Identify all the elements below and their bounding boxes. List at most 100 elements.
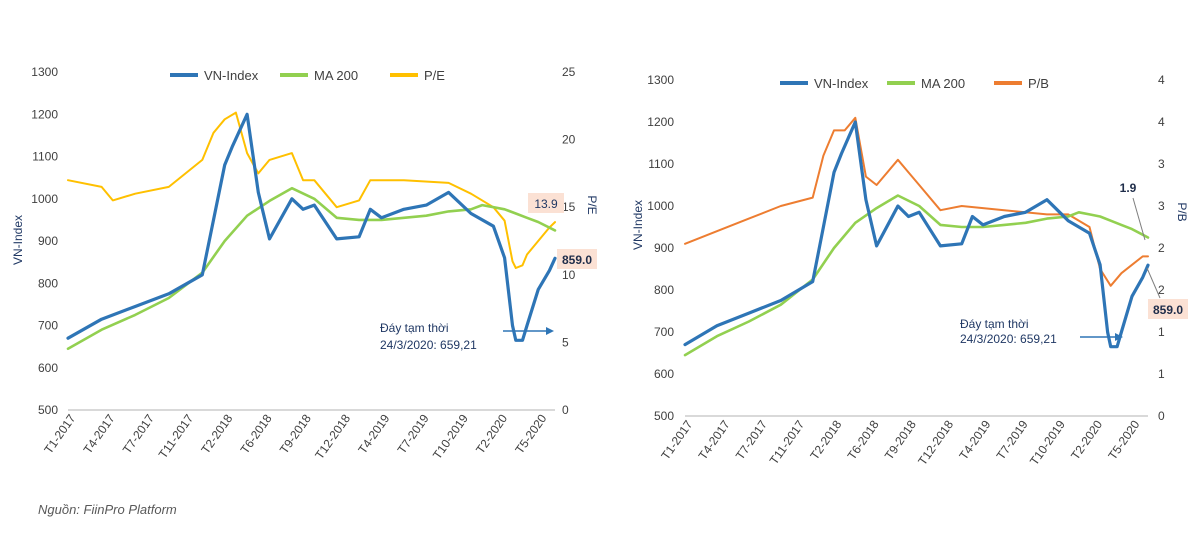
- y-tick-label: 1300: [647, 73, 674, 87]
- x-tick-label: T7-2019: [994, 417, 1031, 462]
- y-tick-label: 1300: [31, 65, 58, 79]
- vnindex-label-highlight-left: [557, 249, 597, 269]
- ma200-series-line: [66, 186, 557, 351]
- y-tick-label: 1200: [647, 115, 674, 129]
- vnindex-label-highlight-right: [1148, 299, 1188, 319]
- y-tick-label: 1000: [31, 192, 58, 206]
- y2-tick-label: 20: [562, 133, 576, 147]
- y-tick-label: 700: [38, 319, 58, 333]
- x-tick-label: T11-2017: [767, 417, 808, 467]
- chart-left: 500 600 700 800 900 1000 1100 1200 1300 0 5 10 15 20…: [11, 65, 599, 462]
- y2-tick-label: 25: [562, 65, 576, 79]
- x-tick-label: T2-2018: [807, 417, 844, 462]
- y2-axis-title-left: P/E: [585, 195, 599, 214]
- x-tick-label: T9-2018: [882, 417, 919, 462]
- y-tick-label: 500: [38, 403, 58, 417]
- x-tick-label: T10-2019: [430, 411, 471, 461]
- vnindex-last-label-right: 859.0: [1153, 303, 1183, 317]
- x-tick-label: T11-2017: [156, 411, 197, 461]
- x-tick-label: T1-2017: [658, 417, 695, 462]
- y2-tick-label: 10: [562, 268, 576, 282]
- x-tick-label: T10-2019: [1027, 417, 1068, 467]
- legend-label: VN-Index: [814, 76, 869, 91]
- vnindex-series-line: [66, 112, 557, 342]
- x-tick-label: T4-2019: [956, 417, 993, 462]
- x-tick-label: T7-2017: [733, 417, 770, 462]
- y2-tick-label: 5: [562, 335, 569, 349]
- x-tick-label: T4-2017: [696, 417, 733, 462]
- y-axis-ticks-right: 500 600 700 800 900 1000 1100 1200 1300: [647, 73, 674, 423]
- y2-tick-label: 1: [1158, 367, 1165, 381]
- series-left: [66, 111, 557, 351]
- x-tick-label: T6-2018: [238, 411, 275, 456]
- chart-right: 500 600 700 800 900 1000 1100 1200 1300 0 1 1 2 2 3 3 4…: [631, 73, 1189, 468]
- legend-label: P/E: [424, 68, 445, 83]
- x-tick-label: T5-2020: [512, 411, 549, 456]
- trough-note-line1-left: Đáy tạm thời: [380, 321, 449, 335]
- x-tick-label: T12-2018: [312, 411, 353, 461]
- y-tick-label: 800: [38, 276, 58, 290]
- y2-tick-label: 0: [562, 403, 569, 417]
- y2-tick-label: 0: [1158, 409, 1165, 423]
- legend-right: VN-Index MA 200 P/B: [780, 76, 1049, 91]
- trough-note-line2-left: 24/3/2020: 659,21: [380, 338, 477, 352]
- y2-tick-label: 4: [1158, 115, 1165, 129]
- x-tick-label: T2-2018: [198, 411, 235, 456]
- x-tick-label: T12-2018: [915, 417, 956, 467]
- pe-last-label: 13.9: [534, 197, 558, 211]
- legend-label: P/B: [1028, 76, 1049, 91]
- y-tick-label: 500: [654, 409, 674, 423]
- trough-note-line1-right: Đáy tạm thời: [960, 317, 1029, 331]
- y2-axis-ticks-right: 0 1 1 2 2 3 3 4 4: [1158, 73, 1165, 423]
- y-tick-label: 1000: [647, 199, 674, 213]
- pb-last-label: 1.9: [1120, 181, 1137, 195]
- x-tick-label: T5-2020: [1105, 417, 1142, 462]
- y-tick-label: 900: [38, 234, 58, 248]
- x-tick-label: T9-2018: [277, 411, 314, 456]
- y2-tick-label: 4: [1158, 73, 1165, 87]
- y2-tick-label: 3: [1158, 157, 1165, 171]
- vnindex-leader-line-right: [1146, 267, 1161, 299]
- vnindex-series-line: [683, 120, 1150, 349]
- x-tick-label: T1-2017: [41, 411, 78, 456]
- y-tick-label: 600: [38, 361, 58, 375]
- legend-label: VN-Index: [204, 68, 259, 83]
- pe-label-highlight: [528, 193, 564, 213]
- y-axis-title-left: VN-Index: [11, 215, 25, 265]
- pb-leader-line: [1132, 197, 1146, 241]
- x-tick-label: T7-2017: [120, 411, 157, 456]
- y-tick-label: 600: [654, 367, 674, 381]
- y2-axis-ticks-left: 0 5 10 15 20 25: [562, 65, 576, 417]
- trough-arrowhead-right: [1115, 333, 1123, 341]
- y-tick-label: 700: [654, 325, 674, 339]
- pe-series-line: [67, 111, 556, 269]
- source-note: Nguồn: FiinPro Platform: [38, 502, 177, 517]
- series-right: [683, 116, 1150, 357]
- x-tick-label: T2-2020: [1068, 417, 1105, 462]
- y-tick-label: 900: [654, 241, 674, 255]
- y-axis-ticks-left: 500 600 700 800 900 1000 1100 1200 1300: [31, 65, 58, 417]
- legend-label: MA 200: [314, 68, 358, 83]
- x-tick-label: T2-2020: [473, 411, 510, 456]
- y-tick-label: 800: [654, 283, 674, 297]
- trough-note-line2-right: 24/3/2020: 659,21: [960, 332, 1057, 346]
- y-tick-label: 1100: [648, 157, 674, 171]
- y-tick-label: 1200: [31, 107, 58, 121]
- x-tick-label: T4-2017: [81, 411, 118, 456]
- legend-left: VN-Index MA 200 P/E: [170, 68, 445, 83]
- y2-tick-label: 1: [1158, 325, 1165, 339]
- trough-arrowhead-left: [546, 327, 554, 335]
- x-tick-label: T4-2019: [355, 411, 392, 456]
- x-tick-label: T6-2018: [845, 417, 882, 462]
- x-tick-label: T7-2019: [395, 411, 432, 456]
- y2-tick-label: 2: [1158, 241, 1165, 255]
- y-axis-title-right: VN-Index: [631, 200, 645, 250]
- legend-label: MA 200: [921, 76, 965, 91]
- y2-axis-title-right: P/B: [1175, 202, 1189, 221]
- vnindex-last-label-left: 859.0: [562, 253, 592, 267]
- y2-tick-label: 2: [1158, 283, 1165, 297]
- y-tick-label: 1100: [32, 150, 58, 164]
